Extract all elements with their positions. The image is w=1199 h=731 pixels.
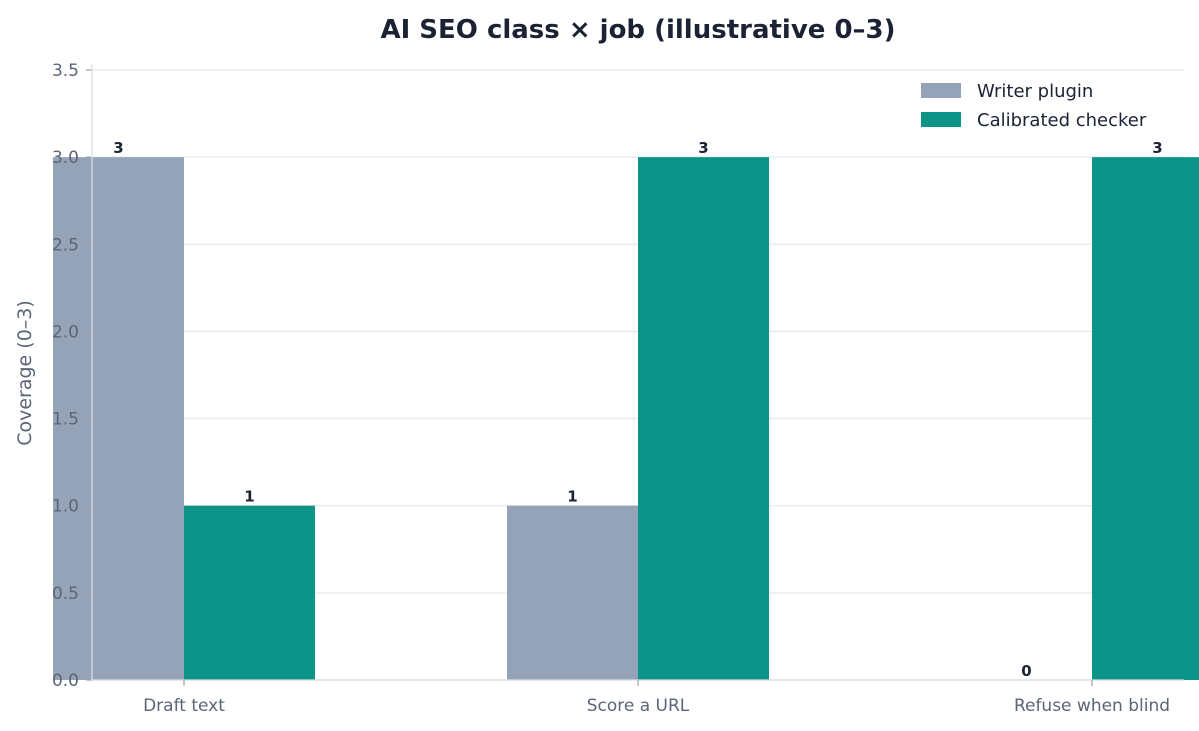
y-tick-label: 2.5 — [52, 235, 79, 255]
y-tick-label: 3.5 — [52, 61, 79, 81]
x-tick-label: Draft text — [143, 696, 225, 716]
y-tick-label: 1.0 — [52, 497, 79, 517]
bars: 3 1 1 3 0 3 — [53, 139, 1199, 681]
bar-draft-text-writer-plugin — [53, 157, 184, 681]
data-label: 1 — [244, 488, 254, 506]
axes: 0.0 0.5 1.0 1.5 2.0 2.5 3.0 3.5 Draft text Score … — [52, 61, 1184, 716]
legend-label: Calibrated checker — [977, 110, 1147, 131]
data-label: 3 — [1152, 139, 1162, 157]
legend: Writer plugin Calibrated checker — [921, 81, 1147, 131]
y-tick-label: 2.0 — [52, 322, 79, 342]
y-tick-label: 0.5 — [52, 584, 79, 604]
y-tick-label: 1.5 — [52, 410, 79, 430]
data-label: 1 — [567, 488, 577, 506]
legend-swatch — [921, 83, 961, 98]
bar-score-a-url-calibrated-checker — [638, 157, 769, 681]
x-tick-label: Refuse when blind — [1014, 696, 1170, 716]
data-label: 3 — [698, 139, 708, 157]
legend-label: Writer plugin — [977, 81, 1093, 102]
y-tick-label: 0.0 — [52, 671, 79, 691]
y-tick-label: 3.0 — [52, 148, 79, 168]
bar-draft-text-calibrated-checker — [184, 505, 315, 680]
y-axis-label: Coverage (0–3) — [14, 300, 36, 446]
data-label: 0 — [1021, 662, 1031, 680]
data-label: 3 — [113, 139, 123, 157]
bar-score-a-url-writer-plugin — [507, 505, 638, 680]
bar-refuse-when-blind-calibrated-checker — [1092, 157, 1199, 681]
legend-swatch — [921, 112, 961, 127]
chart-title: AI SEO class × job (illustrative 0–3) — [380, 15, 895, 45]
x-tick-label: Score a URL — [587, 696, 690, 716]
